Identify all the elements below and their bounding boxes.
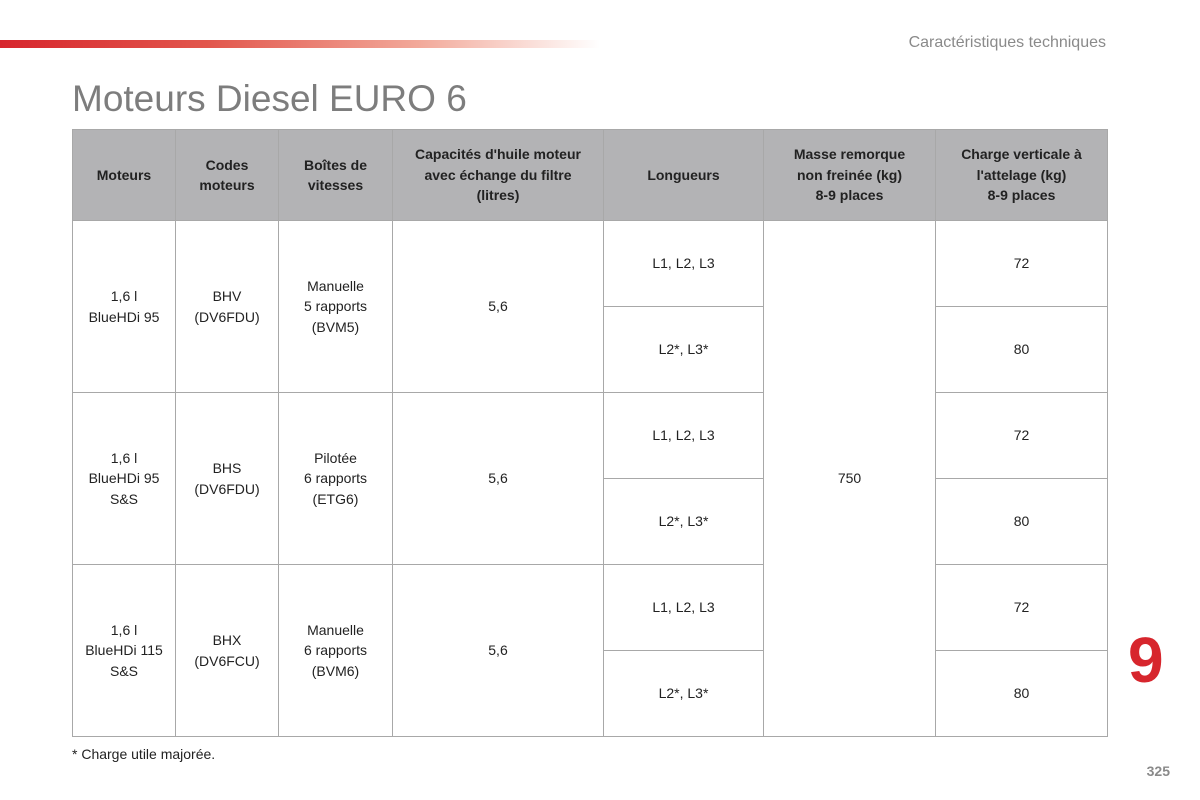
column-header-engine-codes: Codes moteurs (175, 129, 279, 221)
page-heading: Moteurs Diesel EURO 6 (72, 78, 467, 119)
length-cell: L1, L2, L3 (603, 564, 764, 651)
length-cell: L1, L2, L3 (603, 392, 764, 479)
section-title: Caractéristiques techniques (908, 34, 1106, 51)
vertical-load-cell: 80 (935, 478, 1108, 565)
column-header-engines: Moteurs (72, 129, 176, 221)
table-row: 1,6 l BlueHDi 115 S&S BHX (DV6FCU) Manue… (72, 564, 1108, 737)
column-header-lengths: Longueurs (603, 129, 764, 221)
gearbox-cell: Manuelle 5 rapports (BVM5) (278, 220, 393, 393)
footnote: * Charge utile majorée. (72, 746, 216, 762)
trailer-mass-cell: 750 (763, 220, 936, 737)
table-row: 1,6 l BlueHDi 95 S&S BHS (DV6FDU) Piloté… (72, 392, 1108, 565)
oil-capacity-cell: 5,6 (392, 564, 604, 737)
length-cell: L1, L2, L3 (603, 220, 764, 307)
table-row: L2*, L3* 80 (73, 306, 1108, 393)
column-header-vertical-load: Charge verticale à l'attelage (kg) 8-9 p… (935, 129, 1108, 221)
vertical-load-cell: 72 (935, 564, 1108, 651)
chapter-number: 9 (1128, 624, 1164, 696)
engine-code-cell: BHV (DV6FDU) (175, 220, 279, 393)
vertical-load-cell: 72 (935, 392, 1108, 479)
engine-cell: 1,6 l BlueHDi 115 S&S (72, 564, 176, 737)
column-header-trailer-mass: Masse remorque non freinée (kg) 8-9 plac… (763, 129, 936, 221)
engine-cell: 1,6 l BlueHDi 95 (72, 220, 176, 393)
vertical-load-cell: 80 (935, 650, 1108, 737)
length-cell: L2*, L3* (603, 650, 764, 737)
diesel-engines-table: Moteurs Codes moteurs Boîtes de vitesses… (72, 129, 1108, 737)
table-row: 1,6 l BlueHDi 95 BHV (DV6FDU) Manuelle 5… (72, 220, 1108, 737)
column-header-gearboxes: Boîtes de vitesses (278, 129, 393, 221)
engine-code-cell: BHX (DV6FCU) (175, 564, 279, 737)
top-accent-bar (0, 40, 600, 48)
length-cell: L2*, L3* (603, 306, 764, 393)
table-row: L2*, L3* 80 (73, 650, 1108, 737)
oil-capacity-cell: 5,6 (392, 392, 604, 565)
column-header-oil-capacity: Capacités d'huile moteur avec échange du… (392, 129, 604, 221)
length-cell: L2*, L3* (603, 478, 764, 565)
oil-capacity-cell: 5,6 (392, 220, 604, 393)
gearbox-cell: Pilotée 6 rapports (ETG6) (278, 392, 393, 565)
table-header-row: Moteurs Codes moteurs Boîtes de vitesses… (72, 129, 1108, 221)
engine-cell: 1,6 l BlueHDi 95 S&S (72, 392, 176, 565)
engine-code-cell: BHS (DV6FDU) (175, 392, 279, 565)
vertical-load-cell: 72 (935, 220, 1108, 307)
gearbox-cell: Manuelle 6 rapports (BVM6) (278, 564, 393, 737)
vertical-load-cell: 80 (935, 306, 1108, 393)
table-row: L2*, L3* 80 (73, 478, 1108, 565)
page-number: 325 (1146, 763, 1170, 779)
